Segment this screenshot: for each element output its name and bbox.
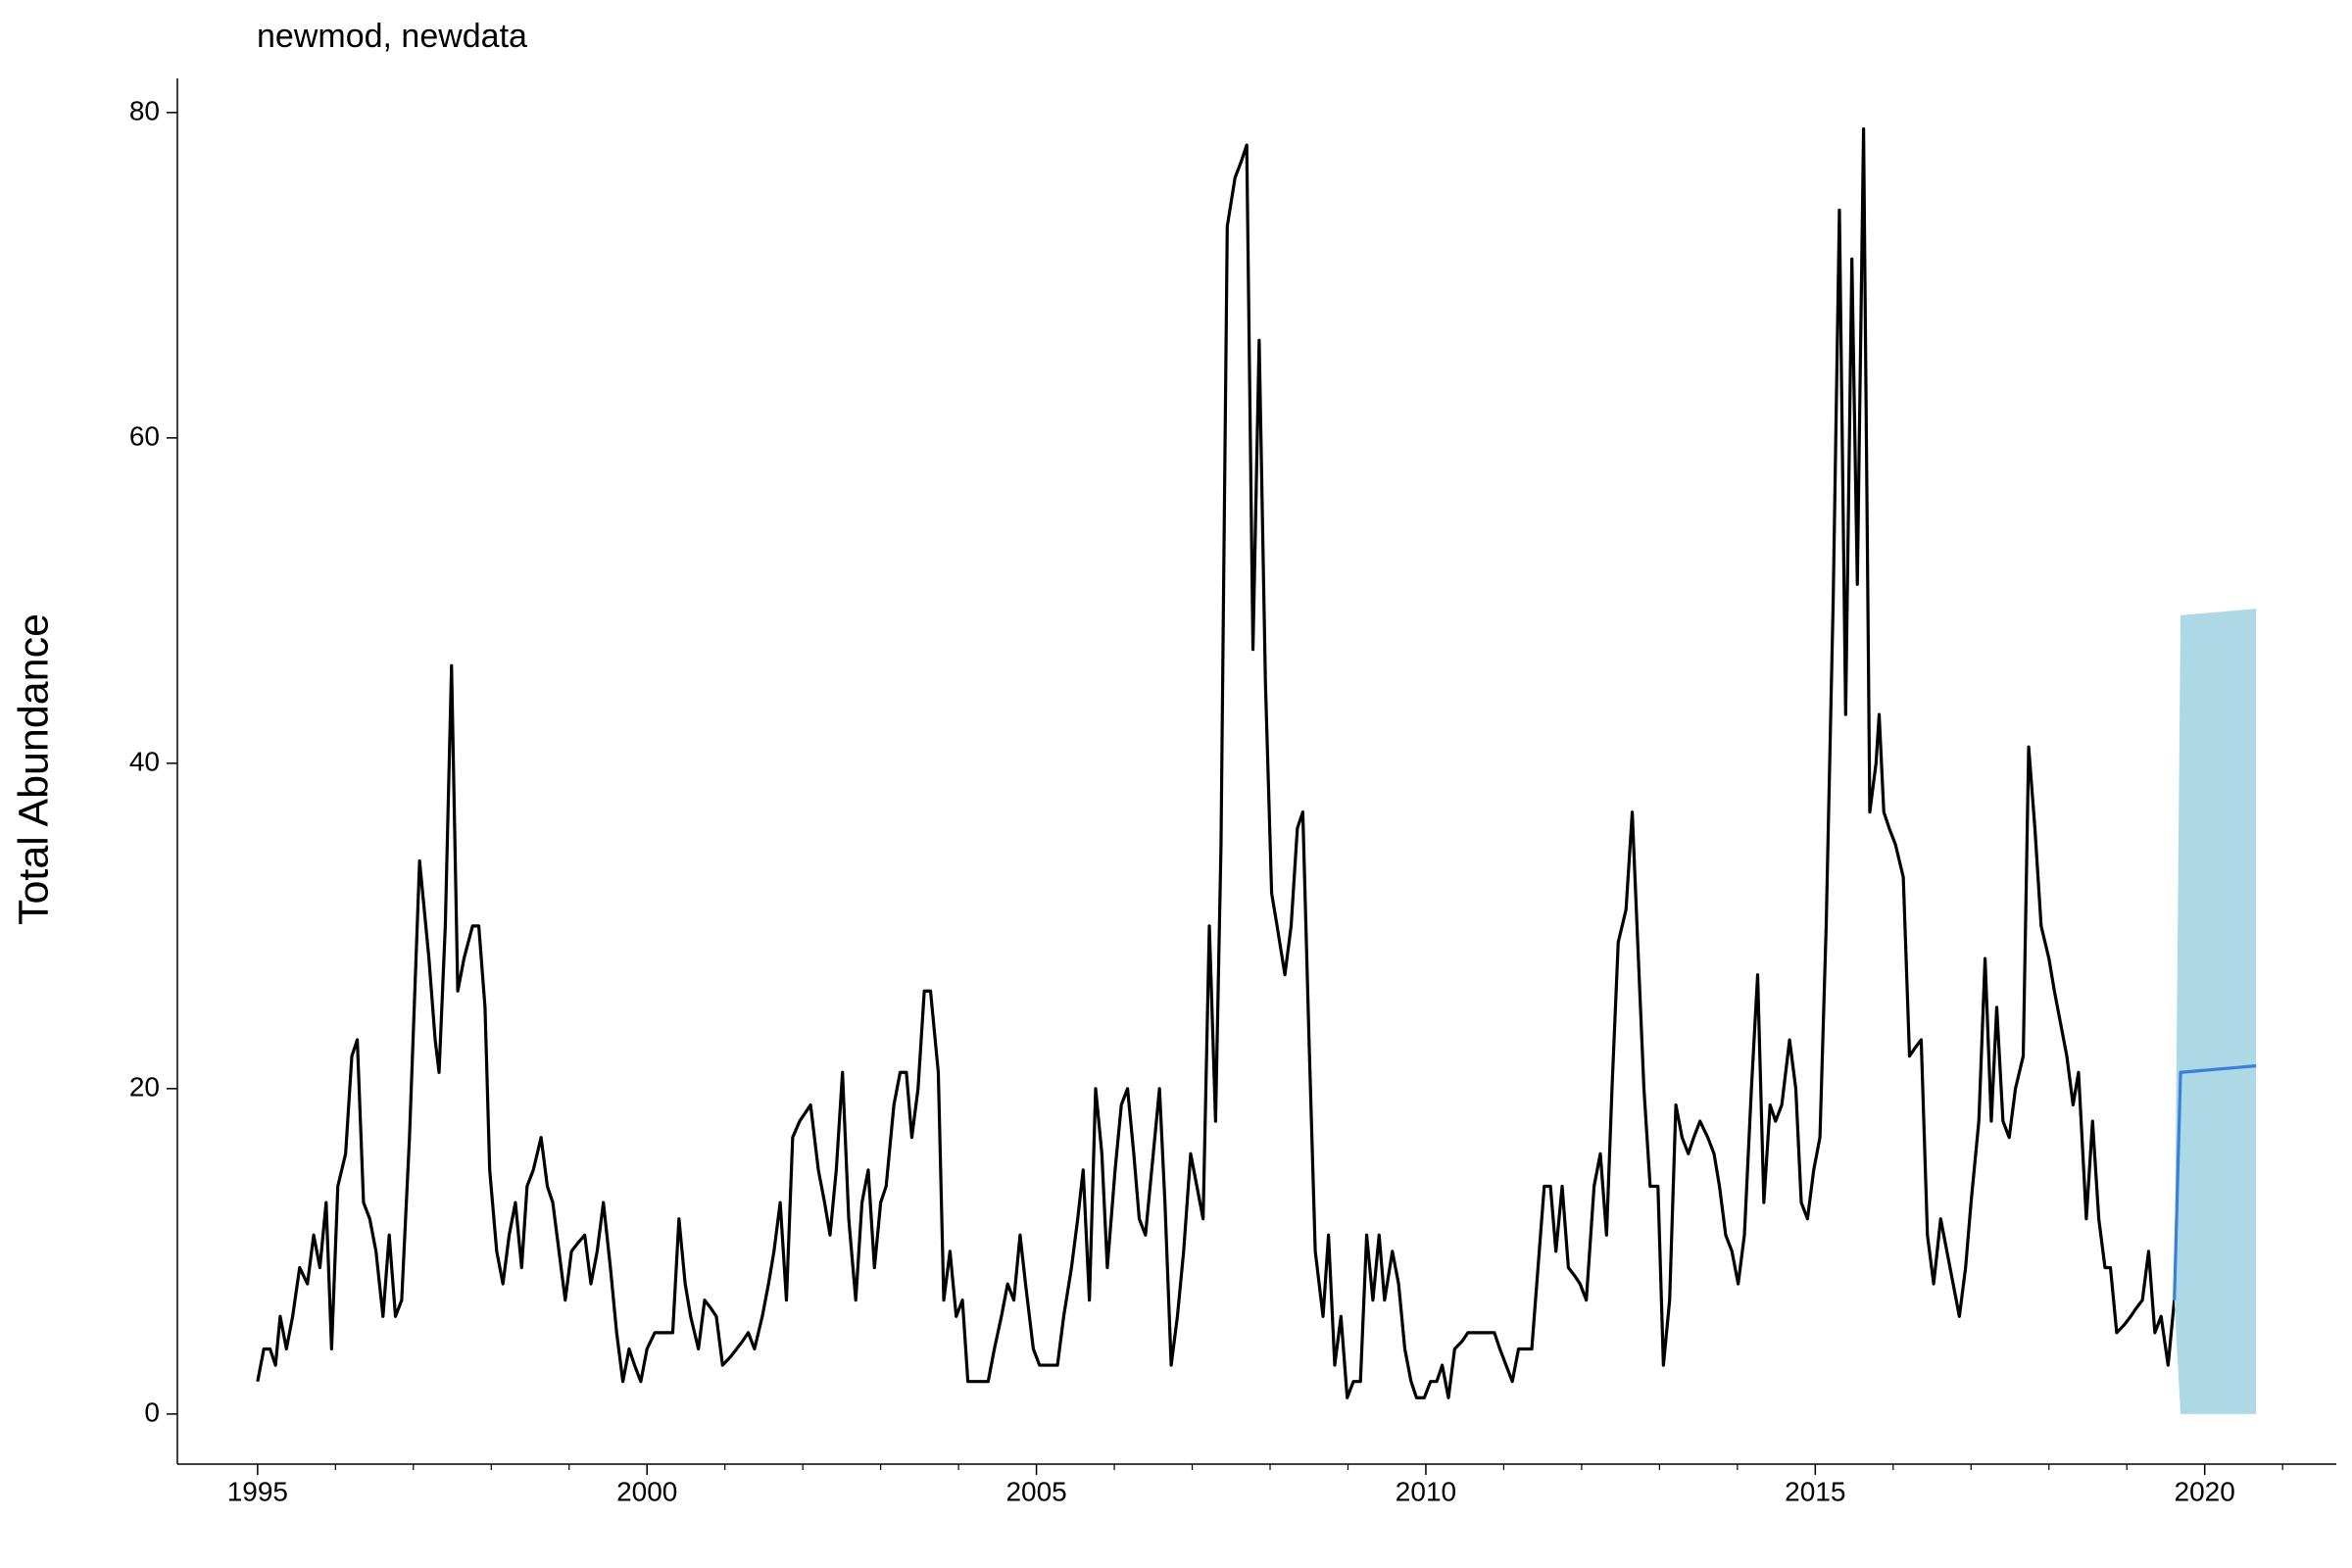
x-tick-label: 1995 (227, 1476, 288, 1506)
series-line (256, 126, 2177, 1399)
confidence-band (2174, 609, 2257, 1414)
x-tick-label: 2020 (2175, 1476, 2235, 1506)
x-tick-label: 2010 (1396, 1476, 1456, 1506)
y-tick-label: 0 (144, 1396, 160, 1427)
x-tick-label: 2005 (1005, 1476, 1066, 1506)
y-axis-label: Total Abundance (10, 613, 57, 925)
x-tick-label: 2015 (1785, 1476, 1845, 1506)
x-tick-label: 2000 (616, 1476, 677, 1506)
chart-title: newmod, newdata (257, 18, 527, 55)
y-tick-label: 80 (129, 95, 160, 125)
y-tick-label: 20 (129, 1071, 160, 1102)
series-line (2173, 1064, 2257, 1300)
y-tick-label: 40 (129, 746, 160, 776)
y-tick-label: 60 (129, 420, 160, 451)
